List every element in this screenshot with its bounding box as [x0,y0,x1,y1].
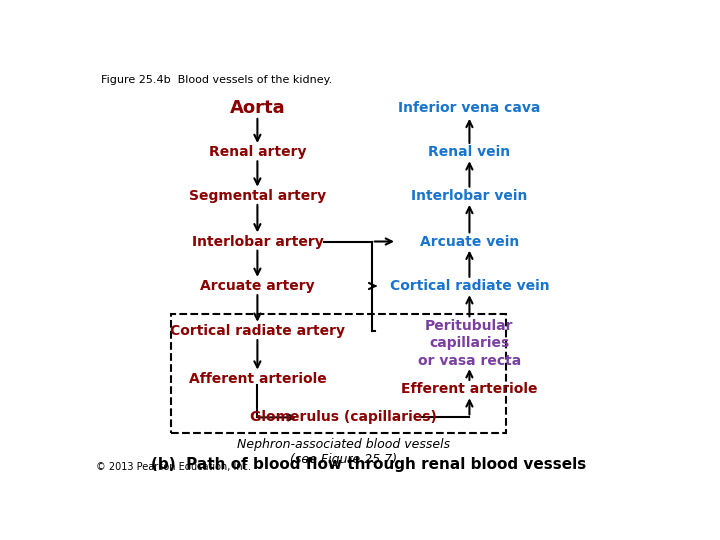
Text: © 2013 Pearson Education, Inc.: © 2013 Pearson Education, Inc. [96,462,251,472]
Text: Cortical radiate vein: Cortical radiate vein [390,279,549,293]
Text: Cortical radiate artery: Cortical radiate artery [170,324,345,338]
Text: Arcuate vein: Arcuate vein [420,234,519,248]
Text: Aorta: Aorta [230,99,285,118]
Text: Interlobar artery: Interlobar artery [192,234,323,248]
Text: (b)  Path of blood flow through renal blood vessels: (b) Path of blood flow through renal blo… [151,457,587,472]
Bar [171,314,505,433]
Text: Efferent arteriole: Efferent arteriole [401,382,538,396]
Text: Glomerulus (capillaries): Glomerulus (capillaries) [251,410,437,424]
Text: Arcuate artery: Arcuate artery [200,279,315,293]
Text: Renal vein: Renal vein [428,145,510,159]
Text: Figure 25.4b  Blood vessels of the kidney.: Figure 25.4b Blood vessels of the kidney… [101,75,333,85]
Text: Afferent arteriole: Afferent arteriole [189,372,326,386]
Text: Inferior vena cava: Inferior vena cava [398,102,541,116]
Text: Interlobar vein: Interlobar vein [411,189,528,203]
Text: Nephron-associated blood vessels
(see Figure 25.7): Nephron-associated blood vessels (see Fi… [238,438,451,466]
Text: Segmental artery: Segmental artery [189,189,326,203]
Text: Renal artery: Renal artery [209,145,306,159]
Text: Peritubular
capillaries
or vasa recta: Peritubular capillaries or vasa recta [418,319,521,368]
